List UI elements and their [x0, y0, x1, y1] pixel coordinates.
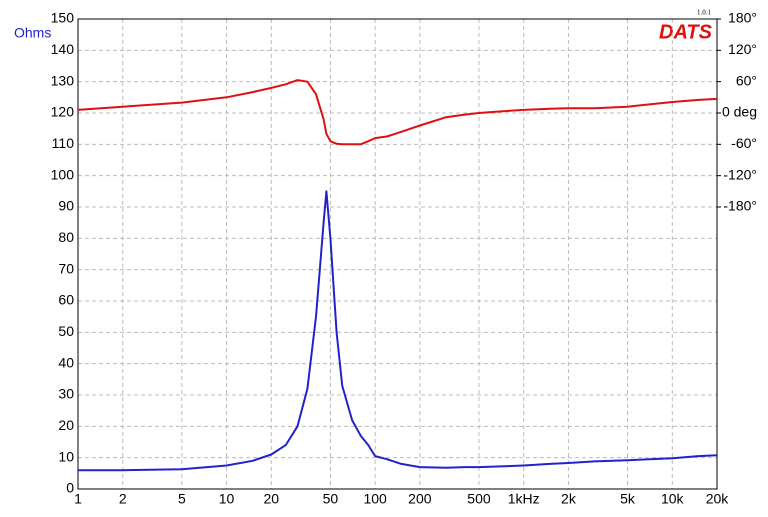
y2-tick-label: 0 deg [722, 104, 757, 120]
y-tick-label: 120 [51, 104, 75, 120]
y-tick-label: 80 [58, 229, 74, 245]
series-line [78, 190, 718, 472]
x-tick-label: 20 [264, 491, 280, 507]
y-tick-label: 130 [51, 72, 75, 88]
plot-frame [77, 18, 718, 490]
x-tick-label: 2 [119, 491, 127, 507]
series-line [77, 79, 718, 146]
x-tick-label: 10k [661, 491, 685, 507]
y-tick-label: 90 [58, 198, 74, 214]
x-tick-label: 10 [219, 491, 235, 507]
y-tick-label: 150 [51, 10, 75, 26]
y-tick-label: 30 [58, 386, 74, 402]
x-tick-label: 5 [178, 491, 186, 507]
x-tick-label: 50 [323, 491, 339, 507]
y-tick-label: 140 [51, 41, 75, 57]
y-tick-label: 20 [58, 417, 74, 433]
x-tick-label: 100 [363, 491, 387, 507]
y2-tick-label: 120° [728, 41, 757, 57]
y-tick-label: 60 [58, 292, 74, 308]
y-tick-label: 70 [58, 260, 74, 276]
version: 1.0.1 [697, 9, 712, 17]
logo: DATS [659, 21, 713, 43]
y-axis-label: Ohms [14, 25, 51, 41]
y2-tick-label: 60° [736, 72, 757, 88]
y2-tick-label: -180° [723, 198, 757, 214]
y-tick-label: 50 [58, 323, 74, 339]
y2-tick-label: -120° [723, 166, 757, 182]
x-tick-label: 500 [467, 491, 491, 507]
x-tick-label: 1 [74, 491, 82, 507]
y-tick-label: 100 [51, 166, 75, 182]
y2-tick-label: -60° [731, 135, 757, 151]
y-tick-label: 0 [66, 480, 74, 496]
x-tick-label: 2k [561, 491, 577, 507]
y-tick-label: 40 [58, 354, 74, 370]
y-tick-label: 10 [58, 448, 74, 464]
x-tick-label: 1kHz [508, 491, 540, 507]
x-tick-label: 200 [408, 491, 432, 507]
x-tick-label: 20k [706, 491, 730, 507]
y-tick-label: 110 [52, 135, 75, 151]
x-tick-label: 5k [620, 491, 636, 507]
y2-tick-label: 180° [728, 10, 757, 26]
